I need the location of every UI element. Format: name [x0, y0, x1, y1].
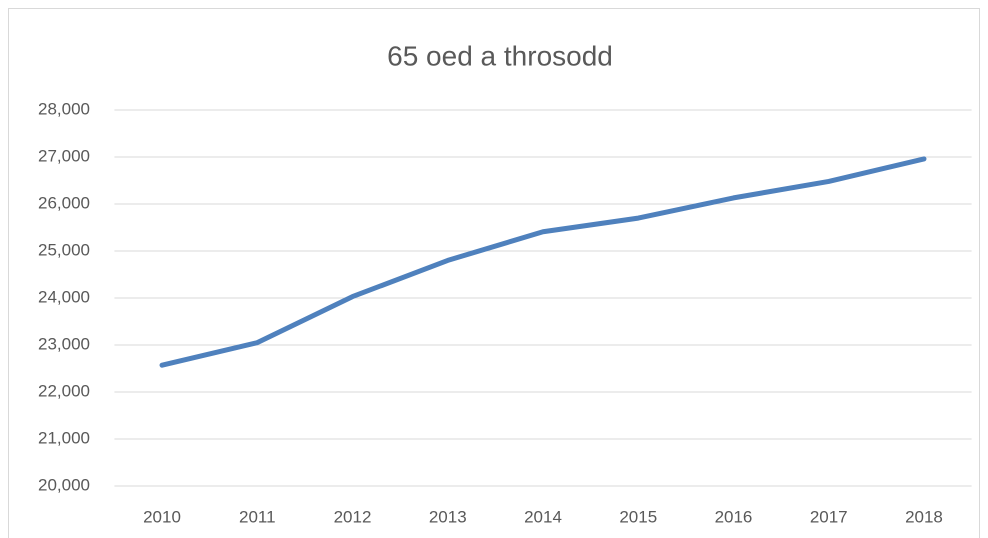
y-tick-label: 26,000: [38, 193, 90, 212]
y-tick-label: 27,000: [38, 146, 90, 165]
y-tick-label: 22,000: [38, 381, 90, 400]
chart-frame: [8, 8, 980, 538]
y-tick-label: 21,000: [38, 428, 90, 447]
y-tick-label: 24,000: [38, 287, 90, 306]
x-tick-label: 2017: [810, 507, 848, 526]
x-tick-label: 2011: [239, 507, 276, 526]
y-tick-label: 23,000: [38, 334, 90, 353]
x-tick-label: 2013: [429, 507, 467, 526]
data-line: [159, 156, 927, 368]
x-tick-label: 2014: [524, 507, 562, 526]
y-tick-label: 28,000: [38, 99, 90, 118]
x-tick-label: 2016: [715, 507, 753, 526]
x-tick-label: 2012: [334, 507, 372, 526]
x-tick-label: 2018: [905, 507, 943, 526]
x-tick-label: 2010: [143, 507, 181, 526]
y-tick-label: 25,000: [38, 240, 90, 259]
chart-title: 65 oed a throsodd: [387, 40, 613, 71]
x-tick-label: 2015: [619, 507, 657, 526]
y-tick-label: 20,000: [38, 475, 90, 494]
